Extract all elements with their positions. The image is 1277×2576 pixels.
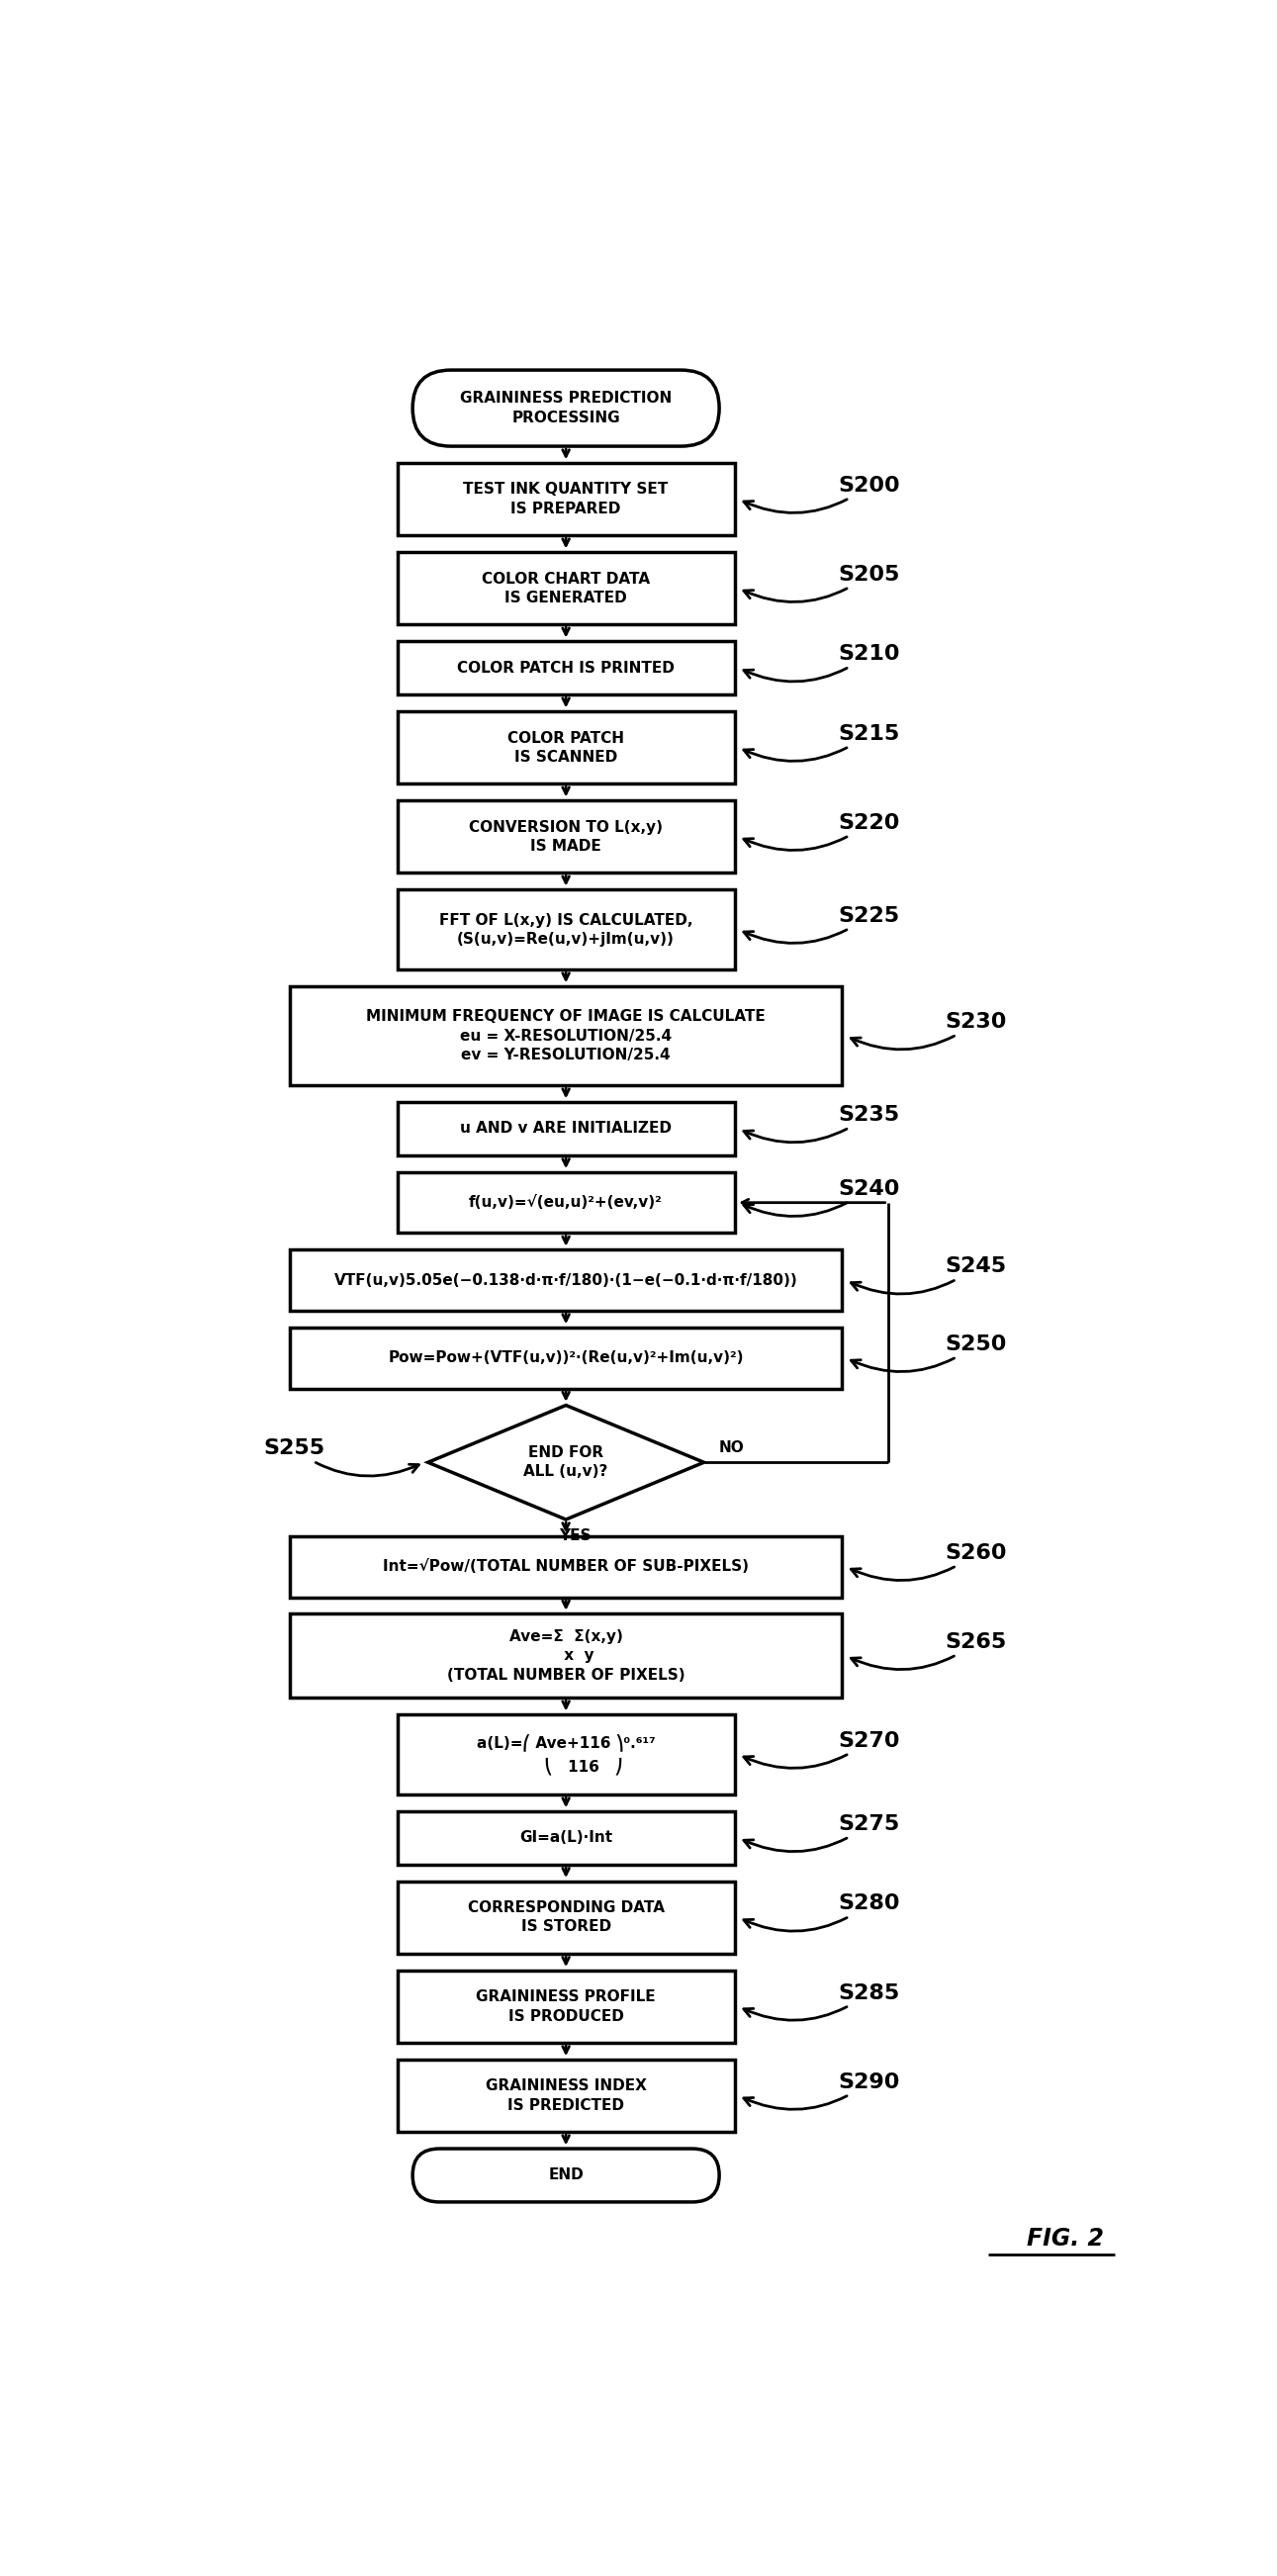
Text: MINIMUM FREQUENCY OF IMAGE IS CALCULATE
eu = X-RESOLUTION/25.4
ev = Y-RESOLUTION: MINIMUM FREQUENCY OF IMAGE IS CALCULATE … [366,1010,766,1061]
Text: Ave=Σ  Σ(x,y)
     x  y
(TOTAL NUMBER OF PIXELS): Ave=Σ Σ(x,y) x y (TOTAL NUMBER OF PIXELS… [447,1631,684,1682]
FancyBboxPatch shape [290,1535,842,1597]
Text: GRAININESS INDEX
IS PREDICTED: GRAININESS INDEX IS PREDICTED [485,2079,646,2112]
Text: S240: S240 [743,1180,900,1216]
FancyBboxPatch shape [397,889,734,969]
Text: S275: S275 [743,1814,899,1852]
Text: S290: S290 [743,2071,900,2110]
Text: S210: S210 [743,644,900,683]
Text: S285: S285 [743,1984,899,2020]
FancyBboxPatch shape [397,1971,734,2043]
Text: S270: S270 [743,1731,900,1767]
Text: Pow=Pow+(VTF(u,v))²·(Re(u,v)²+Im(u,v)²): Pow=Pow+(VTF(u,v))²·(Re(u,v)²+Im(u,v)²) [388,1350,743,1365]
Text: END FOR
ALL (u,v)?: END FOR ALL (u,v)? [524,1445,608,1479]
FancyBboxPatch shape [290,1249,842,1311]
Text: COLOR PATCH IS PRINTED: COLOR PATCH IS PRINTED [457,659,674,675]
Text: u AND v ARE INITIALIZED: u AND v ARE INITIALIZED [460,1121,672,1136]
FancyBboxPatch shape [290,1327,842,1388]
FancyBboxPatch shape [397,1716,734,1795]
FancyBboxPatch shape [397,1103,734,1157]
FancyBboxPatch shape [397,464,734,536]
FancyBboxPatch shape [397,2061,734,2133]
Text: S280: S280 [743,1893,900,1932]
Text: VTF(u,v)5.05e(−0.138·d·π·f/180)·(1−e(−0.1·d·π·f/180)): VTF(u,v)5.05e(−0.138·d·π·f/180)·(1−e(−0.… [335,1273,798,1288]
Text: GRAININESS PROFILE
IS PRODUCED: GRAININESS PROFILE IS PRODUCED [476,1989,656,2025]
Text: S245: S245 [850,1257,1006,1293]
Text: COLOR CHART DATA
IS GENERATED: COLOR CHART DATA IS GENERATED [481,572,650,605]
Text: NO: NO [719,1440,744,1455]
Text: CONVERSION TO L(x,y)
IS MADE: CONVERSION TO L(x,y) IS MADE [469,819,663,853]
Polygon shape [428,1406,704,1520]
FancyBboxPatch shape [290,987,842,1084]
FancyBboxPatch shape [397,641,734,696]
Text: FIG. 2: FIG. 2 [1027,2228,1103,2251]
Text: S265: S265 [850,1633,1008,1669]
Text: S255: S255 [263,1440,419,1476]
Text: END: END [548,2169,584,2182]
Text: a(L)=⎛ Ave+116 ⎞⁰.⁶¹⁷
       ⎝   116   ⎠: a(L)=⎛ Ave+116 ⎞⁰.⁶¹⁷ ⎝ 116 ⎠ [476,1734,655,1775]
FancyBboxPatch shape [397,1172,734,1234]
Text: S215: S215 [743,724,899,760]
Text: S220: S220 [743,814,900,850]
Text: COLOR PATCH
IS SCANNED: COLOR PATCH IS SCANNED [507,732,624,765]
FancyBboxPatch shape [397,711,734,783]
Text: S260: S260 [850,1543,1008,1582]
Text: FFT OF L(x,y) IS CALCULATED,
(S(u,v)=Re(u,v)+jIm(u,v)): FFT OF L(x,y) IS CALCULATED, (S(u,v)=Re(… [439,912,693,945]
Text: YES: YES [559,1528,591,1543]
FancyBboxPatch shape [397,551,734,623]
Text: GI=a(L)·Int: GI=a(L)·Int [520,1832,613,1844]
Text: S200: S200 [743,477,900,513]
Text: S235: S235 [743,1105,899,1141]
Text: f(u,v)=√(eu,u)²+(ev,v)²: f(u,v)=√(eu,u)²+(ev,v)² [469,1195,663,1211]
Text: S225: S225 [743,907,899,943]
Text: GRAININESS PREDICTION
PROCESSING: GRAININESS PREDICTION PROCESSING [460,392,672,425]
Text: TEST INK QUANTITY SET
IS PREPARED: TEST INK QUANTITY SET IS PREPARED [464,482,668,515]
Text: S230: S230 [850,1012,1008,1048]
FancyBboxPatch shape [397,801,734,873]
Text: S205: S205 [743,564,900,603]
FancyBboxPatch shape [290,1615,842,1698]
FancyBboxPatch shape [412,2148,719,2202]
Text: CORRESPONDING DATA
IS STORED: CORRESPONDING DATA IS STORED [467,1901,664,1935]
FancyBboxPatch shape [412,371,719,446]
Text: S250: S250 [850,1334,1008,1370]
Text: Int=√Pow/(TOTAL NUMBER OF SUB-PIXELS): Int=√Pow/(TOTAL NUMBER OF SUB-PIXELS) [383,1558,748,1574]
FancyBboxPatch shape [397,1811,734,1865]
FancyBboxPatch shape [397,1880,734,1953]
